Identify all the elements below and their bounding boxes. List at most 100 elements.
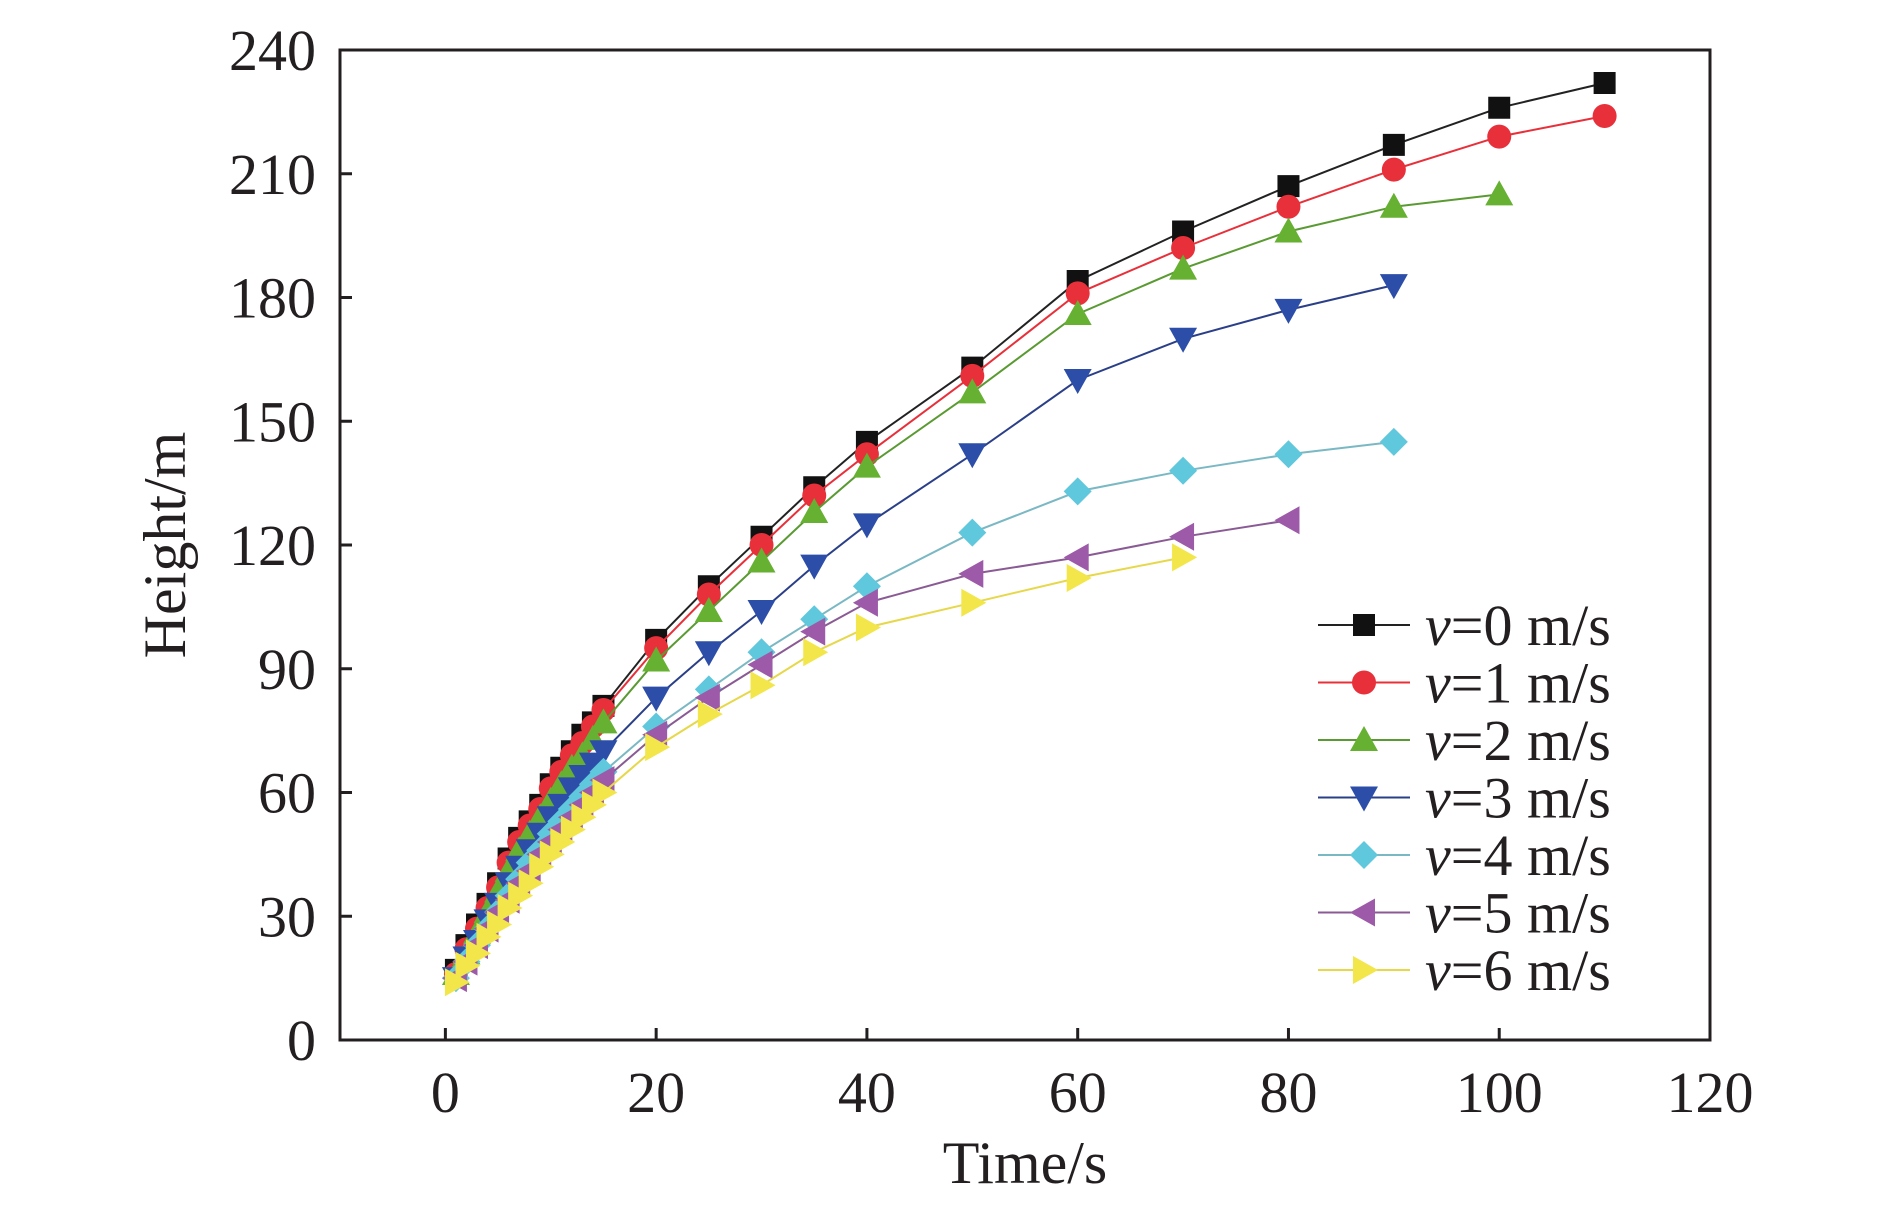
- data-point: [694, 641, 723, 667]
- data-point: [645, 733, 671, 762]
- data-point: [589, 740, 618, 766]
- data-point: [1488, 96, 1511, 119]
- data-point: [852, 588, 878, 617]
- data-point: [697, 700, 723, 729]
- data-point: [1487, 124, 1512, 149]
- y-tick-label: 90: [258, 637, 316, 702]
- data-point: [694, 597, 723, 622]
- legend-entry: v=4 m/s: [1318, 823, 1611, 888]
- data-point: [1065, 281, 1090, 306]
- legend-marker: [1350, 786, 1378, 812]
- data-point: [1274, 506, 1300, 535]
- data-point: [1169, 254, 1198, 280]
- data-point: [1277, 175, 1300, 198]
- x-axis-ticks: 0 20 40 60 80 100 120: [431, 1028, 1754, 1125]
- data-point: [960, 363, 985, 388]
- x-tick-label: 60: [1049, 1060, 1107, 1125]
- y-tick-label: 240: [229, 18, 316, 83]
- x-tick-label: 20: [627, 1060, 685, 1125]
- data-point: [1381, 157, 1406, 182]
- data-point: [1169, 456, 1198, 485]
- legend-entry: v=3 m/s: [1318, 766, 1611, 831]
- legend-marker: [1350, 898, 1375, 927]
- legend-value: =5 m/s: [1451, 881, 1611, 946]
- data-point: [1276, 194, 1301, 219]
- legend-var: v: [1425, 651, 1451, 716]
- series-6: [444, 543, 1198, 997]
- legend-marker: [1352, 670, 1376, 695]
- legend-label: v=5 m/s: [1425, 881, 1611, 946]
- y-tick-label: 120: [229, 513, 316, 578]
- data-point: [1592, 104, 1617, 128]
- data-point: [1379, 274, 1408, 300]
- data-point: [1172, 220, 1195, 243]
- data-point: [958, 559, 984, 588]
- data-point: [642, 646, 671, 672]
- data-point: [852, 513, 881, 539]
- data-point: [855, 613, 881, 642]
- data-point: [589, 708, 618, 734]
- data-point: [444, 968, 470, 997]
- data-point: [1485, 180, 1514, 206]
- data-point: [803, 638, 829, 667]
- y-tick-label: 30: [258, 884, 316, 949]
- data-point: [1063, 300, 1092, 325]
- data-point: [642, 686, 671, 712]
- y-axis-ticks: 0 30 60 90 120 150 180 210 240: [229, 18, 352, 1073]
- data-point: [642, 720, 668, 749]
- y-tick-label: 150: [229, 389, 316, 454]
- data-point: [958, 518, 987, 547]
- legend-label: v=3 m/s: [1425, 766, 1611, 831]
- legend-var: v: [1425, 823, 1451, 888]
- x-axis-title: Time/s: [943, 1130, 1108, 1196]
- data-point: [800, 617, 826, 646]
- legend-entry: v=0 m/s: [1318, 593, 1611, 658]
- y-tick-label: 210: [229, 142, 316, 207]
- y-axis-title: Height/m: [132, 432, 198, 659]
- data-point: [1063, 477, 1092, 506]
- series-4: [441, 427, 1408, 993]
- x-tick-label: 120: [1667, 1060, 1754, 1125]
- data-point: [1274, 440, 1303, 469]
- data-point: [747, 547, 776, 573]
- x-tick-label: 40: [838, 1060, 896, 1125]
- legend: v=0 m/sv=1 m/sv=2 m/sv=3 m/sv=4 m/sv=5 m…: [1318, 593, 1611, 1003]
- data-point: [1066, 564, 1092, 592]
- data-point: [1274, 217, 1303, 243]
- legend-value: =3 m/s: [1451, 766, 1611, 831]
- legend-marker: [1353, 956, 1378, 984]
- legend-value: =6 m/s: [1451, 938, 1611, 1003]
- legend-var: v: [1425, 938, 1451, 1003]
- data-point: [800, 498, 829, 523]
- legend-value: =2 m/s: [1451, 708, 1611, 773]
- legend-value: =1 m/s: [1451, 651, 1611, 716]
- data-point: [592, 778, 618, 807]
- data-point: [694, 683, 720, 712]
- series-3: [441, 274, 1408, 993]
- legend-label: v=6 m/s: [1425, 938, 1611, 1003]
- data-point: [958, 378, 987, 404]
- data-point: [1169, 522, 1195, 551]
- legend-marker: [1350, 841, 1378, 869]
- legend-marker: [1353, 614, 1375, 636]
- legend-entry: v=5 m/s: [1318, 881, 1611, 946]
- data-point: [1379, 192, 1408, 218]
- data-point: [852, 452, 881, 478]
- legend-entry: v=6 m/s: [1318, 938, 1611, 1003]
- data-point: [1382, 133, 1405, 156]
- legend-label: v=2 m/s: [1425, 708, 1611, 773]
- legend-label: v=0 m/s: [1425, 593, 1611, 658]
- data-point: [487, 910, 513, 939]
- data-point: [961, 588, 987, 617]
- data-point: [1379, 427, 1408, 456]
- legend-var: v: [1425, 593, 1451, 658]
- legend-entry: v=2 m/s: [1318, 708, 1611, 773]
- data-point: [747, 650, 773, 679]
- x-tick-label: 100: [1456, 1060, 1543, 1125]
- legend-label: v=1 m/s: [1425, 651, 1611, 716]
- data-point: [749, 533, 774, 557]
- legend-var: v: [1425, 881, 1451, 946]
- legend-value: =0 m/s: [1451, 593, 1611, 658]
- data-point: [1063, 543, 1089, 572]
